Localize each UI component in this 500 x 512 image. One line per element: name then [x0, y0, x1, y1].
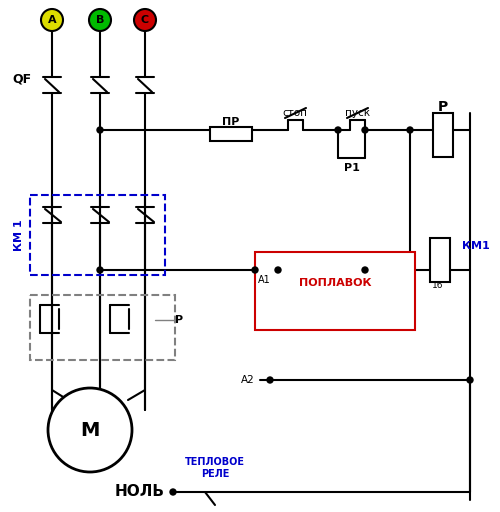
Text: А2: А2 [241, 375, 255, 385]
Text: B: B [96, 15, 104, 25]
Circle shape [467, 377, 473, 383]
Bar [430, 238, 450, 282]
Text: Р1: Р1 [344, 163, 360, 173]
Bar [30, 195, 165, 275]
Circle shape [362, 267, 368, 273]
Circle shape [335, 127, 341, 133]
Text: Р: Р [175, 315, 183, 325]
Text: C: C [141, 15, 149, 25]
Bar [210, 127, 252, 141]
Circle shape [48, 388, 132, 472]
Circle shape [362, 127, 368, 133]
Circle shape [267, 377, 273, 383]
Text: QF: QF [12, 73, 31, 86]
Circle shape [407, 127, 413, 133]
Text: М: М [80, 420, 100, 439]
Circle shape [89, 9, 111, 31]
Circle shape [41, 9, 63, 31]
Text: 16: 16 [432, 282, 444, 290]
Bar [433, 113, 453, 157]
Text: А1: А1 [258, 275, 271, 285]
Circle shape [170, 489, 176, 495]
Circle shape [97, 127, 103, 133]
Bar [255, 252, 415, 330]
Circle shape [252, 267, 258, 273]
Text: ТЕПЛОВОЕ
РЕЛЕ: ТЕПЛОВОЕ РЕЛЕ [185, 457, 245, 479]
Text: ПОПЛАВОК: ПОПЛАВОК [299, 278, 371, 288]
Text: пуск: пуск [346, 108, 370, 118]
Text: КМ1: КМ1 [462, 241, 490, 251]
Text: ПР: ПР [222, 117, 240, 127]
Circle shape [97, 267, 103, 273]
Circle shape [275, 267, 281, 273]
Text: A: A [48, 15, 56, 25]
Circle shape [134, 9, 156, 31]
Text: КМ 1: КМ 1 [14, 219, 24, 251]
Text: НОЛЬ: НОЛЬ [115, 484, 165, 500]
Text: стоп: стоп [282, 108, 308, 118]
Bar [30, 295, 175, 360]
Text: Р: Р [438, 100, 448, 114]
